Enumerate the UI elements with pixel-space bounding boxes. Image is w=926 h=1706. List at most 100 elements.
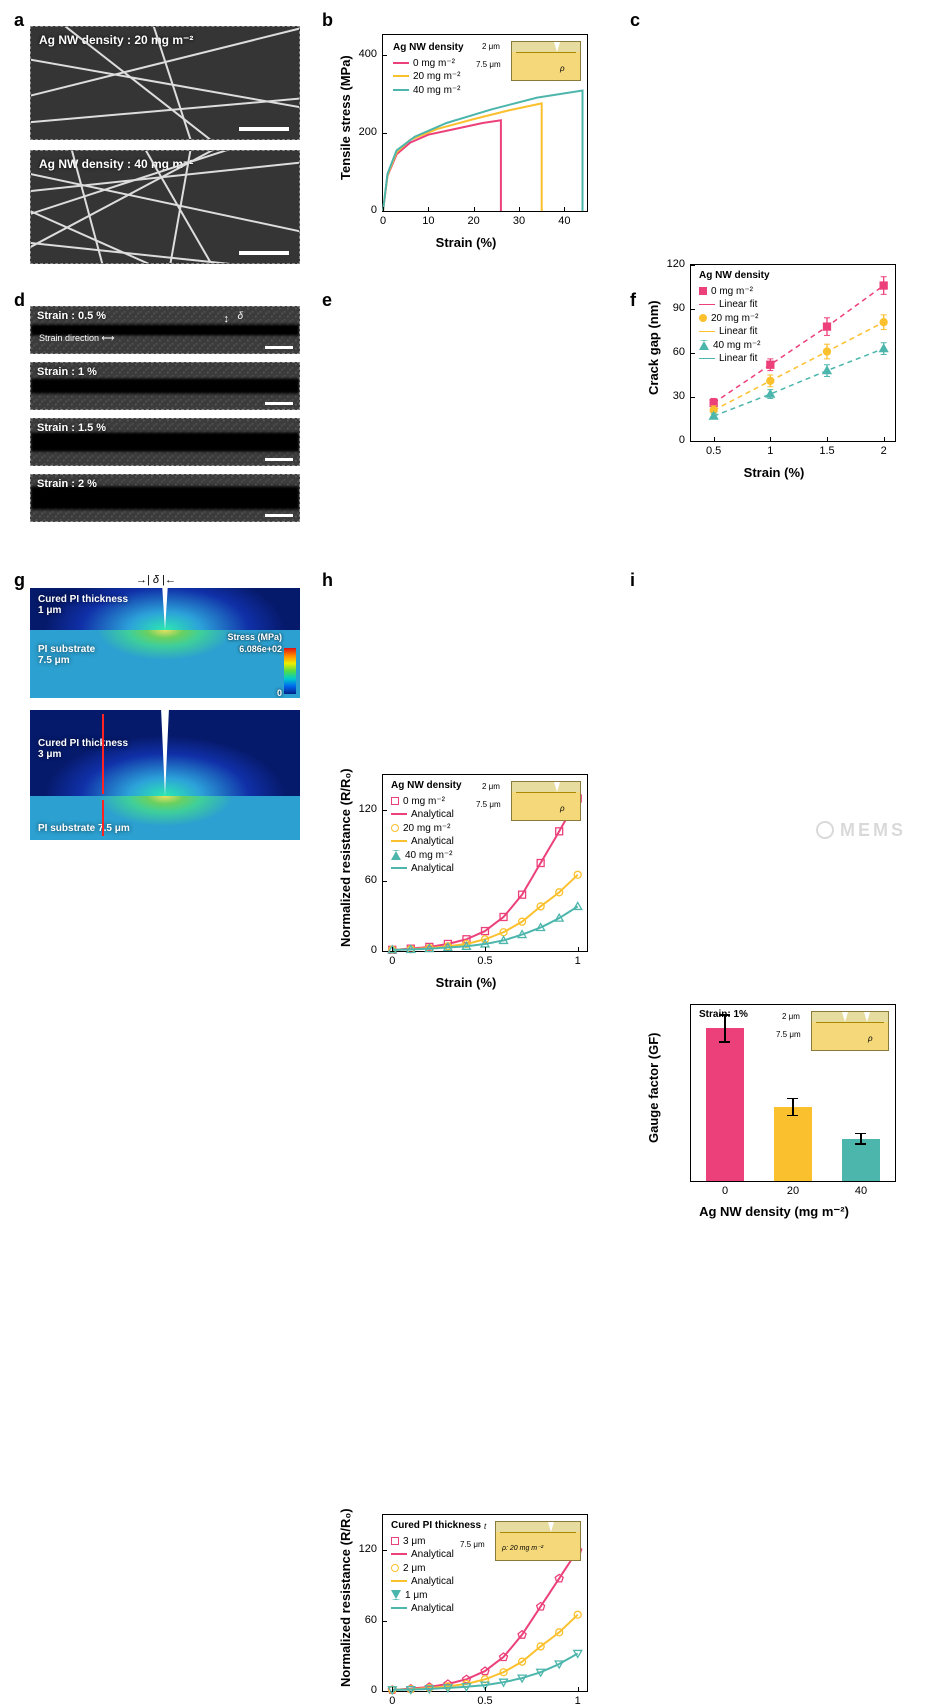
g1-top: Cured PI thickness <box>38 594 128 605</box>
e-leg-0a: Analytical <box>411 809 454 820</box>
e-leg-2: 40 mg m⁻² <box>405 850 453 861</box>
c-axes: Ag NW density 0 mg m⁻² Linear fit 20 mg … <box>690 264 896 442</box>
bar <box>706 1028 744 1181</box>
h-legend: Cured PI thickness 3 μm Analytical 2 μm … <box>391 1519 481 1616</box>
panel-h: Normalized resistance (R/R₀) Strain (%) … <box>336 1502 596 1706</box>
g1-sub-v: 7.5 μm <box>38 655 70 666</box>
g-cb-title: Stress (MPa) <box>227 632 282 642</box>
strain-strip: Strain : 1 % <box>30 362 300 410</box>
g2-sub: PI substrate <box>38 823 95 834</box>
f-inset: 2 μm 7.5 μm ρ <box>811 1011 889 1051</box>
f-inset-t2: 7.5 μm <box>776 1030 801 1039</box>
b-inset-rho: ρ <box>560 64 565 73</box>
e-xlabel: Strain (%) <box>336 975 596 990</box>
h-leg-2: 1 μm <box>405 1590 427 1601</box>
c-leg-1: 20 mg m⁻² <box>711 313 759 324</box>
bar <box>774 1107 812 1181</box>
e-leg-2a: Analytical <box>411 863 454 874</box>
label-b: b <box>322 10 333 31</box>
panel-a: Ag NW density : 20 mg m⁻² Ag NW density … <box>30 26 300 264</box>
c-legend: Ag NW density 0 mg m⁻² Linear fit 20 mg … <box>699 269 770 366</box>
h-axes: Cured PI thickness 3 μm Analytical 2 μm … <box>382 1514 588 1692</box>
g1-sub: PI substrate <box>38 644 95 655</box>
e-leg-1: 20 mg m⁻² <box>403 823 451 834</box>
b-leg-1: 20 mg m⁻² <box>413 71 461 82</box>
b-leg-2: 40 mg m⁻² <box>413 85 461 96</box>
label-e: e <box>322 290 332 311</box>
scalebar-icon <box>239 251 289 255</box>
e-axes: Ag NW density 0 mg m⁻² Analytical 20 mg … <box>382 774 588 952</box>
h-ylabel: Normalized resistance (R/R₀) <box>338 1502 353 1694</box>
b-inset-t1: 2 μm <box>482 42 500 51</box>
h-leg-1: 2 μm <box>403 1563 425 1574</box>
panel-e: Normalized resistance (R/R₀) Strain (%) … <box>336 762 596 992</box>
h-leg-1a: Analytical <box>411 1576 454 1587</box>
e-inset: 2 μm 7.5 μm ρ <box>511 781 581 821</box>
b-leg-0: 0 mg m⁻² <box>413 58 455 69</box>
strain-strip: Strain : 1.5 % <box>30 418 300 466</box>
c-leg-1f: Linear fit <box>719 326 757 337</box>
panel-f: Gauge factor (GF) Ag NW density (mg m⁻²)… <box>644 992 904 1222</box>
g1-top-v: 1 μm <box>38 605 61 616</box>
wechat-icon <box>816 821 834 839</box>
fea-2: Cured PI thickness3 μm PI substrate 7.5 … <box>30 710 300 840</box>
f-inset-rho: ρ <box>868 1034 873 1043</box>
b-inset-t2: 7.5 μm <box>476 60 501 69</box>
arrow-icon <box>102 714 104 794</box>
e-leg-0: 0 mg m⁻² <box>403 796 445 807</box>
bar <box>842 1139 880 1181</box>
f-xlabel: Ag NW density (mg m⁻²) <box>644 1204 904 1220</box>
e-inset-rho: ρ <box>560 804 565 813</box>
label-d: d <box>14 290 25 311</box>
panel-c: Crack gap (nm) Strain (%) Ag NW density … <box>644 252 904 482</box>
h-inset: t 7.5 μm ρ: 20 mg m⁻² <box>495 1521 581 1561</box>
c-leg-2: 40 mg m⁻² <box>713 340 761 351</box>
c-leg-2f: Linear fit <box>719 353 757 364</box>
label-c: c <box>630 10 640 31</box>
g2-top: Cured PI thickness <box>38 738 128 749</box>
f-ylabel: Gauge factor (GF) <box>646 992 661 1184</box>
panel-b: Tensile stress (MPa) Strain (%) Ag NW de… <box>336 22 596 252</box>
e-legend: Ag NW density 0 mg m⁻² Analytical 20 mg … <box>391 779 462 876</box>
g-cb-min: 0 <box>277 688 282 698</box>
b-legend-title: Ag NW density <box>393 41 464 55</box>
h-inset-t2: 7.5 μm <box>460 1540 485 1549</box>
c-legend-title: Ag NW density <box>699 269 770 283</box>
g-cb-max: 6.086e+02 <box>239 644 282 654</box>
label-h: h <box>322 570 333 591</box>
label-f: f <box>630 290 636 311</box>
errorbar <box>724 1014 726 1042</box>
h-legend-title: Cured PI thickness <box>391 1519 481 1533</box>
e-inset-t2: 7.5 μm <box>476 800 501 809</box>
g2-top-v: 3 μm <box>38 749 61 760</box>
sem-20: Ag NW density : 20 mg m⁻² <box>30 26 300 140</box>
h-leg-0a: Analytical <box>411 1549 454 1560</box>
watermark-text: MEMS <box>840 820 906 840</box>
watermark: MEMS <box>816 820 906 841</box>
f-axes: Strain: 1% 2 μm 7.5 μm ρ 02040 <box>690 1004 896 1182</box>
h-leg-0: 3 μm <box>403 1536 425 1547</box>
g-delta: δ <box>153 574 159 586</box>
sem-20-caption: Ag NW density : 20 mg m⁻² <box>39 33 193 47</box>
panel-g: →| δ |← Cured PI thickness1 μm PI substr… <box>30 588 300 840</box>
sem-40: Ag NW density : 40 mg m⁻² <box>30 150 300 264</box>
h-leg-2a: Analytical <box>411 1603 454 1614</box>
errorbar <box>792 1098 794 1117</box>
c-leg-0f: Linear fit <box>719 299 757 310</box>
fea-1: Cured PI thickness1 μm PI substrate7.5 μ… <box>30 588 300 698</box>
b-inset: 2 μm 7.5 μm ρ <box>511 41 581 81</box>
e-ylabel: Normalized resistance (R/R₀) <box>338 762 353 954</box>
panel-d: Strain : 0.5 % δ Strain direction ⟷ ↕ St… <box>30 306 300 530</box>
label-i: i <box>630 570 635 591</box>
strain-strip: Strain : 0.5 % δ Strain direction ⟷ ↕ <box>30 306 300 354</box>
c-xlabel: Strain (%) <box>644 465 904 480</box>
b-axes: Ag NW density 0 mg m⁻² 20 mg m⁻² 40 mg m… <box>382 34 588 212</box>
e-leg-1a: Analytical <box>411 836 454 847</box>
f-inset-t1: 2 μm <box>782 1012 800 1021</box>
arrow-icon <box>102 800 104 836</box>
scalebar-icon <box>239 127 289 131</box>
c-leg-0: 0 mg m⁻² <box>711 286 753 297</box>
label-a: a <box>14 10 24 31</box>
b-legend: Ag NW density 0 mg m⁻² 20 mg m⁻² 40 mg m… <box>393 41 464 97</box>
e-inset-t1: 2 μm <box>482 782 500 791</box>
